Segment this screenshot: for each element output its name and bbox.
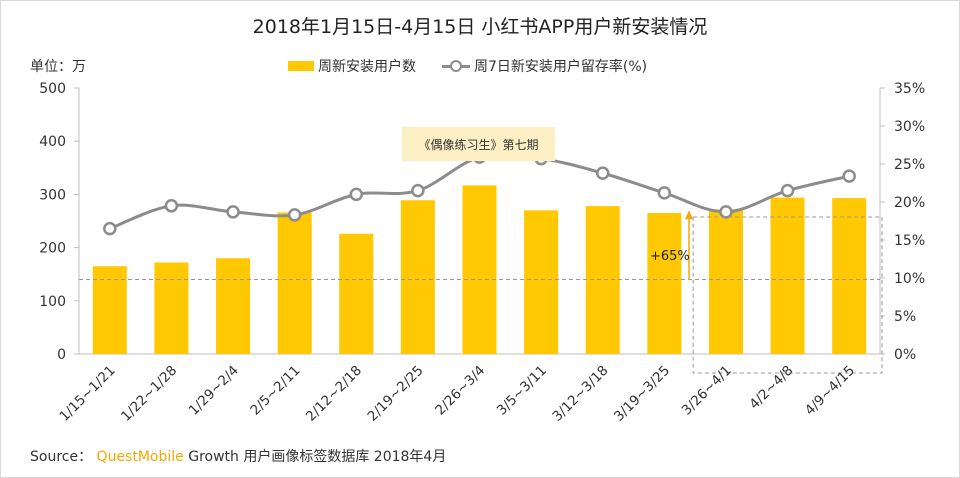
bar [216, 258, 251, 354]
chart-title: 2018年1月15日-4月15日 小红书APP用户新安装情况 [252, 16, 708, 38]
source-note: Source： QuestMobile Growth 用户画像标签数据库 201… [30, 446, 446, 466]
right-tick-label: 25% [894, 157, 925, 173]
retention-point [719, 205, 733, 219]
right-tick-label: 0% [894, 347, 916, 363]
legend-item-bars: 周新安装用户数 [288, 56, 416, 76]
x-tick-label: 1/29~2/4 [186, 363, 242, 419]
right-tick-label: 35% [894, 81, 925, 97]
right-tick-label: 5% [894, 309, 916, 325]
legend: 周新安装用户数 周7日新安装用户留存率(%) [288, 56, 673, 76]
x-tick-label: 3/12~3/18 [549, 363, 611, 425]
x-tick-label: 2/19~2/25 [365, 363, 427, 425]
x-tick-label: 4/2~4/8 [746, 363, 796, 413]
retention-point [780, 183, 795, 198]
left-tick-label: 200 [39, 241, 66, 257]
bar [92, 266, 127, 354]
right-tick-label: 20% [894, 195, 925, 211]
left-tick-label: 0 [57, 347, 66, 363]
unit-label: 单位：万 [30, 59, 86, 75]
source-prefix: Source： [30, 449, 93, 465]
legend-bar-swatch [288, 61, 314, 71]
bar [770, 197, 805, 354]
x-tick-label: 3/26~4/1 [679, 363, 735, 419]
bar [154, 262, 189, 354]
retention-point [411, 183, 425, 198]
x-tick-label: 2/26~3/4 [432, 363, 488, 419]
callout-annotation: 《偶像练习生》第七期 [402, 127, 555, 161]
bar [832, 198, 867, 354]
bar [647, 213, 682, 354]
retention-point [103, 221, 117, 236]
left-tick-label: 400 [39, 134, 66, 150]
legend-bar-label: 周新安装用户数 [318, 59, 416, 75]
right-tick-label: 10% [894, 271, 925, 287]
source-brand: QuestMobile [96, 449, 184, 465]
retention-point [164, 199, 179, 213]
legend-line-swatch [442, 59, 470, 73]
x-tick-label: 1/22~1/28 [118, 363, 180, 425]
source-suffix: Growth 用户画像标签数据库 2018年4月 [188, 449, 447, 465]
x-tick-label: 2/5~2/11 [247, 363, 303, 419]
bar [462, 185, 497, 354]
retention-point [226, 205, 240, 219]
bar [339, 233, 374, 354]
left-tick-label: 100 [39, 294, 66, 310]
bar [524, 210, 559, 354]
retention-point [842, 169, 856, 183]
x-tick-label: 4/9~4/15 [802, 363, 858, 419]
retention-point [287, 208, 302, 222]
highlight-box [692, 216, 883, 374]
left-tick-label: 300 [39, 187, 66, 203]
growth-arrow-head [685, 210, 693, 220]
retention-point [595, 166, 610, 180]
bar [585, 206, 620, 354]
growth-annotation: +65% [650, 249, 690, 264]
bar [708, 209, 743, 354]
bar [277, 212, 312, 354]
retention-point [349, 187, 364, 202]
left-tick-label: 500 [39, 81, 66, 97]
x-tick-label: 1/15~1/21 [56, 363, 118, 425]
retention-point [657, 186, 672, 200]
bar [400, 200, 435, 354]
legend-line-label: 周7日新安装用户留存率(%) [474, 59, 648, 75]
right-tick-label: 30% [894, 119, 925, 135]
legend-item-line: 周7日新安装用户留存率(%) [442, 56, 647, 76]
x-tick-label: 3/19~3/25 [611, 363, 673, 425]
x-tick-label: 2/12~2/18 [303, 363, 365, 425]
right-tick-label: 15% [894, 233, 925, 249]
x-tick-label: 3/5~3/11 [494, 363, 550, 419]
